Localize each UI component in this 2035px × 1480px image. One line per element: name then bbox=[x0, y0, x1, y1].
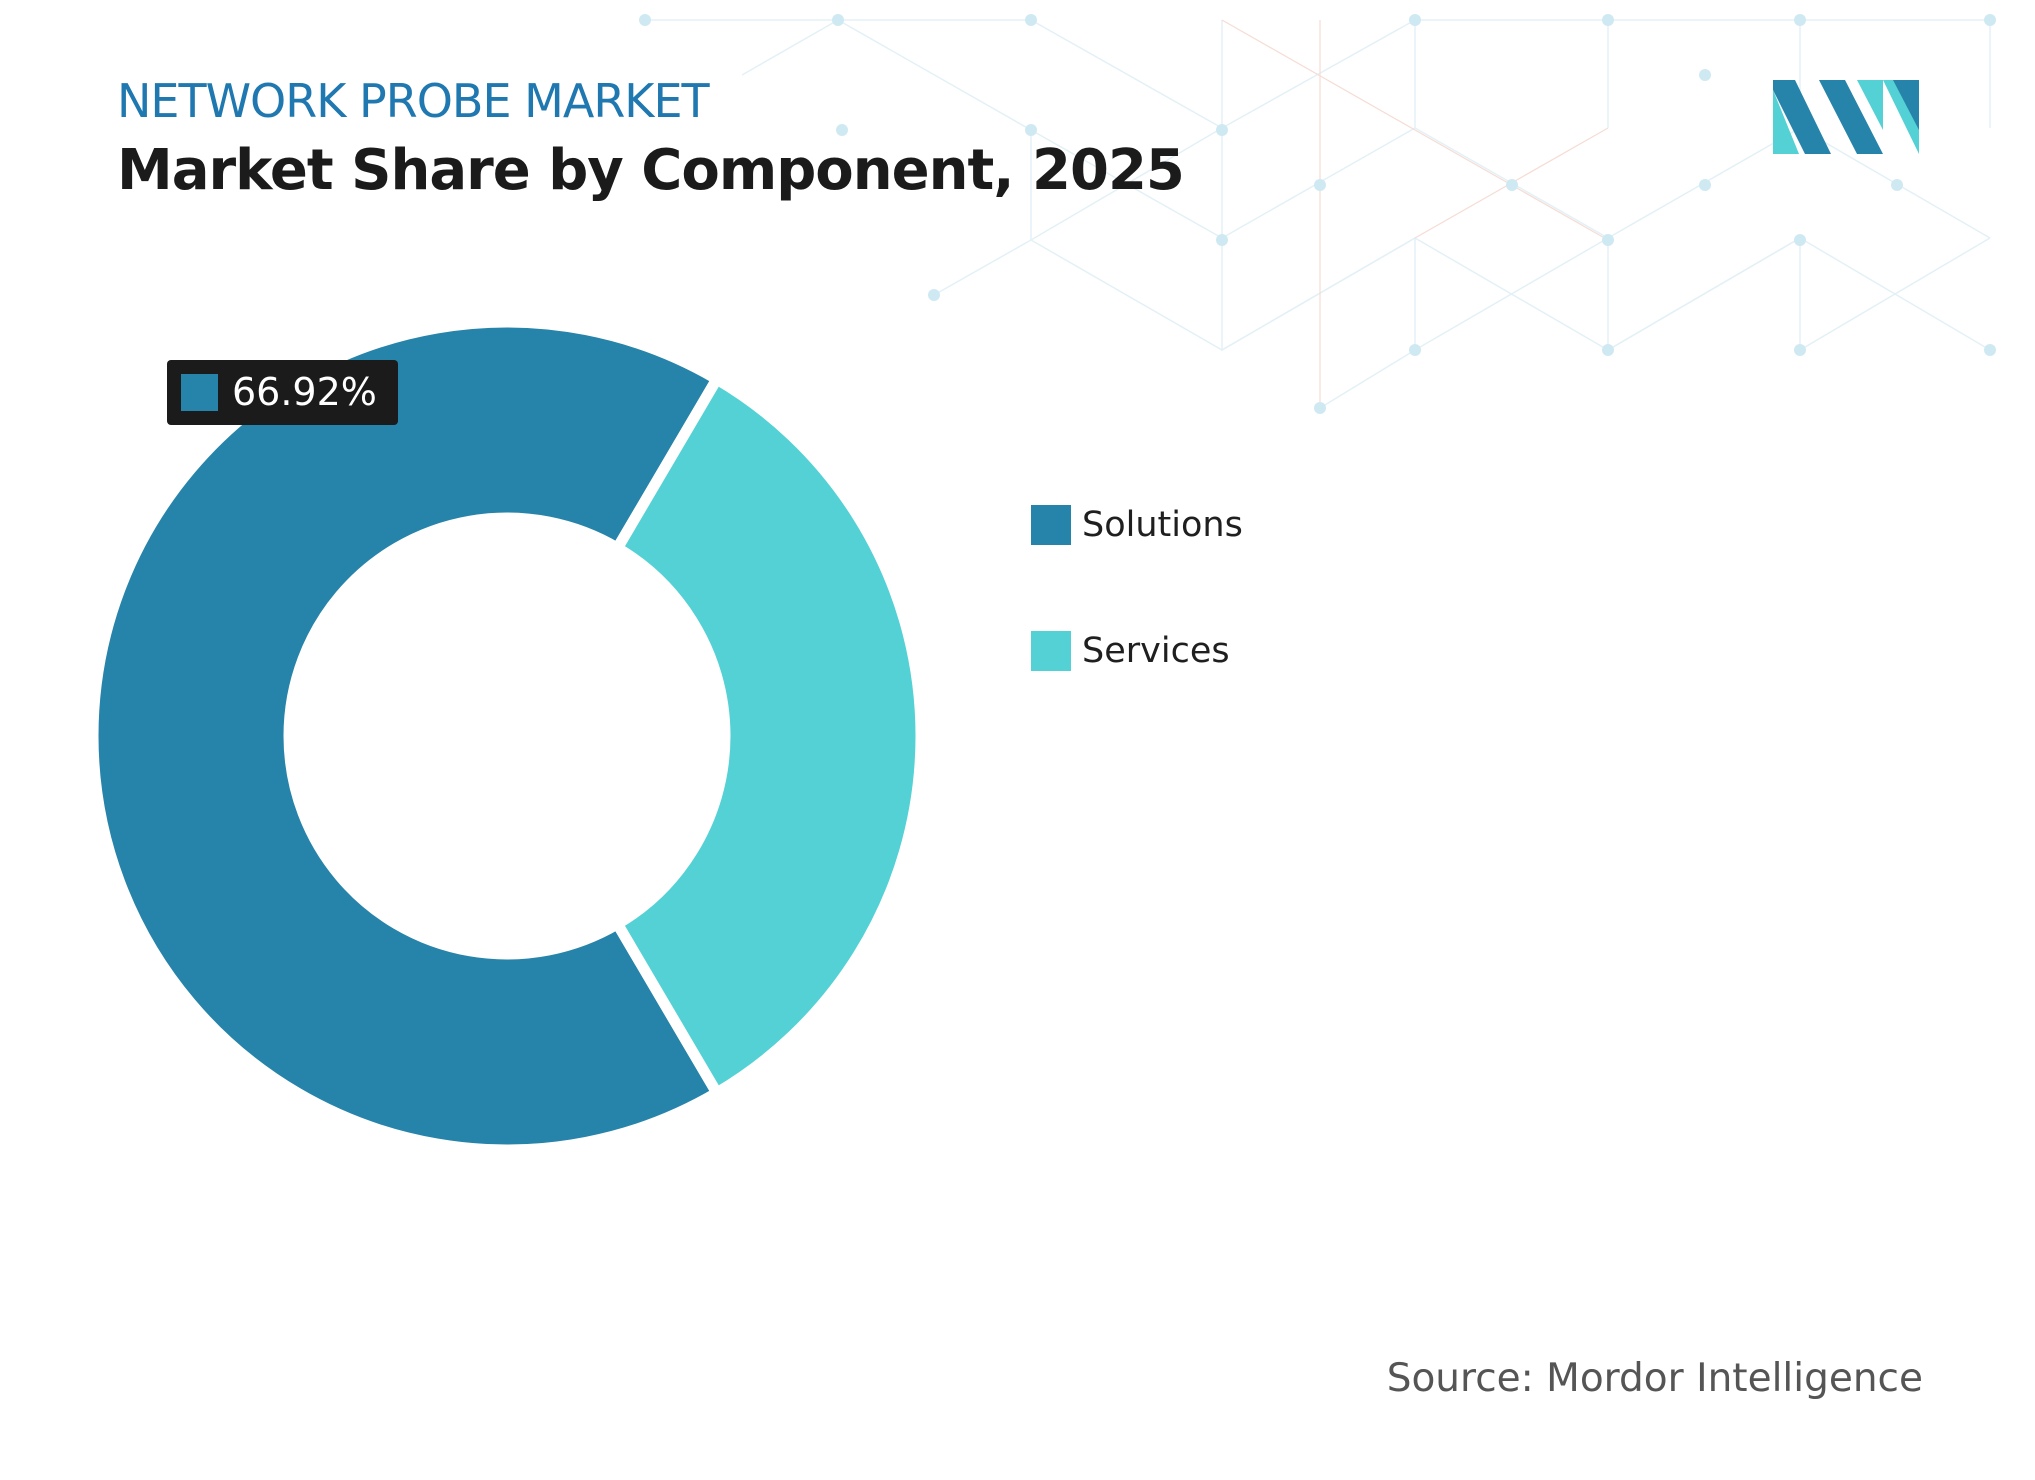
slice-solutions[interactable] bbox=[87, 316, 725, 1156]
chart-title: Market Share by Component, 2025 bbox=[117, 138, 1185, 203]
data-label-background bbox=[167, 360, 398, 425]
mordor-logo-icon bbox=[1773, 80, 1919, 154]
data-label-text: 66.92% bbox=[232, 370, 377, 414]
slice-services[interactable] bbox=[609, 371, 927, 1101]
legend-swatch-solutions bbox=[1031, 505, 1071, 545]
source-note: Source: Mordor Intelligence bbox=[1386, 1356, 1923, 1401]
data-label-solutions: 66.92% bbox=[167, 360, 398, 425]
pattern-dots bbox=[639, 14, 1996, 414]
data-label-swatch bbox=[181, 374, 218, 411]
data-labels: 66.92% bbox=[167, 360, 398, 425]
legend-item-solutions[interactable]: Solutions bbox=[1031, 504, 1243, 546]
donut-slices bbox=[87, 316, 927, 1156]
chart-legend: Solutions Services bbox=[1031, 504, 1243, 756]
legend-swatch-services bbox=[1031, 631, 1071, 671]
legend-label-services: Services bbox=[1082, 631, 1230, 671]
legend-item-services[interactable]: Services bbox=[1031, 630, 1243, 672]
legend-label-solutions: Solutions bbox=[1082, 505, 1243, 545]
report-eyebrow: NETWORK PROBE MARKET bbox=[117, 74, 710, 128]
